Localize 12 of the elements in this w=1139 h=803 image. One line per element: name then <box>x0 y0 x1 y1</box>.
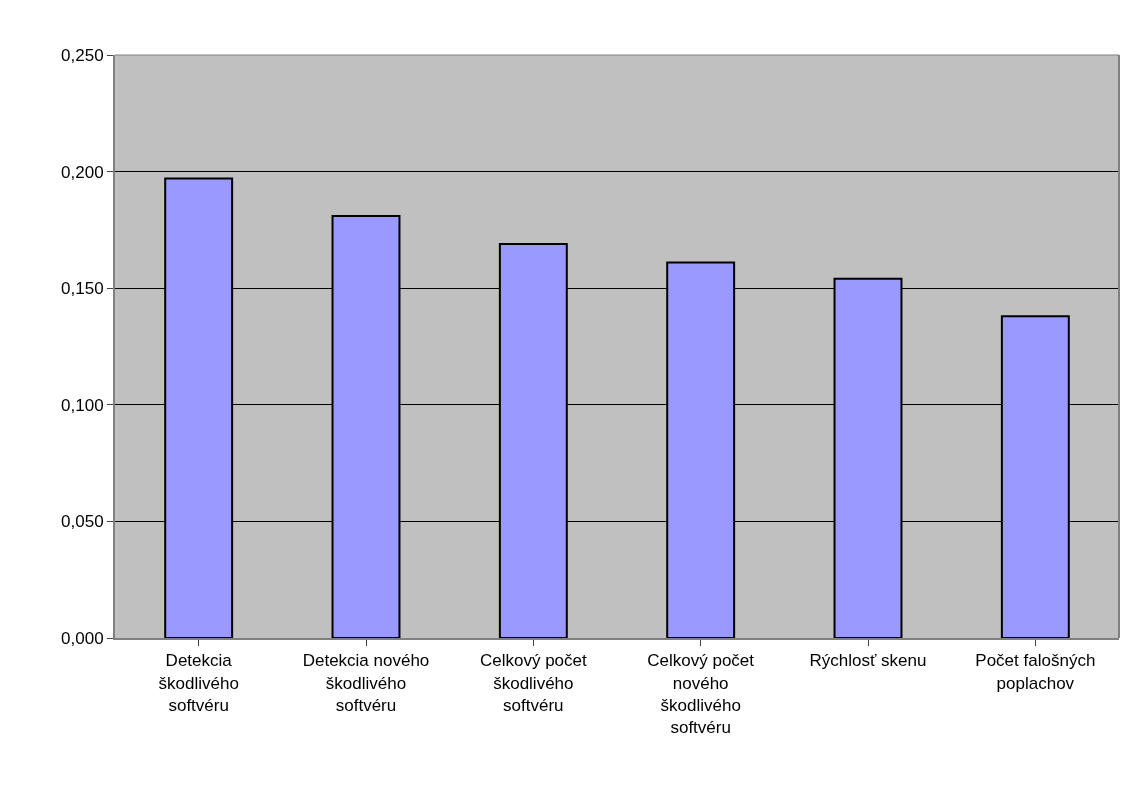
x-tick-label: Detekcia škodlivého softvéru <box>158 651 239 715</box>
x-tick-label: Počet falošných poplachov <box>975 651 1096 693</box>
y-tick-label: 0,150 <box>61 279 104 299</box>
y-tick-label: 0,100 <box>61 395 104 415</box>
x-tick-label: Rýchlosť skenu <box>809 651 927 671</box>
x-tick-label: Celkový počet škodlivého softvéru <box>479 651 587 715</box>
x-tick-label: Detekcia nového škodlivého softvéru <box>302 651 430 715</box>
x-tick-label: Celkový počet nového škodlivého softvéru <box>647 651 755 737</box>
y-tick-label: 0,050 <box>61 512 104 532</box>
y-tick-label: 0,250 <box>61 45 104 65</box>
y-tick-label: 0,200 <box>61 162 104 182</box>
y-tick-label: 0,000 <box>61 628 104 648</box>
